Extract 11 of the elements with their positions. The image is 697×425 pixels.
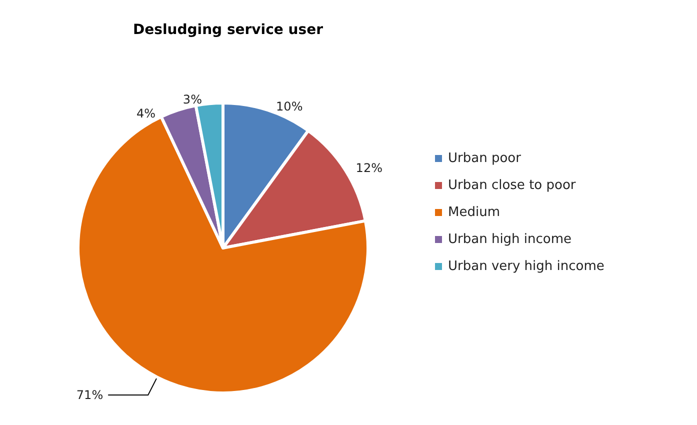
legend-label: Urban close to poor [448,178,576,193]
legend-label: Urban very high income [448,259,604,274]
legend-label: Medium [448,205,500,220]
data-label: 71% [76,388,104,402]
data-label: 4% [136,106,156,121]
data-label: 10% [276,99,303,114]
data-label: 3% [182,92,202,107]
legend-label: Urban high income [448,232,572,247]
chart-title: Desludging service user [133,22,324,38]
data-label: 12% [356,161,382,176]
legend-label: Urban poor [448,151,522,166]
